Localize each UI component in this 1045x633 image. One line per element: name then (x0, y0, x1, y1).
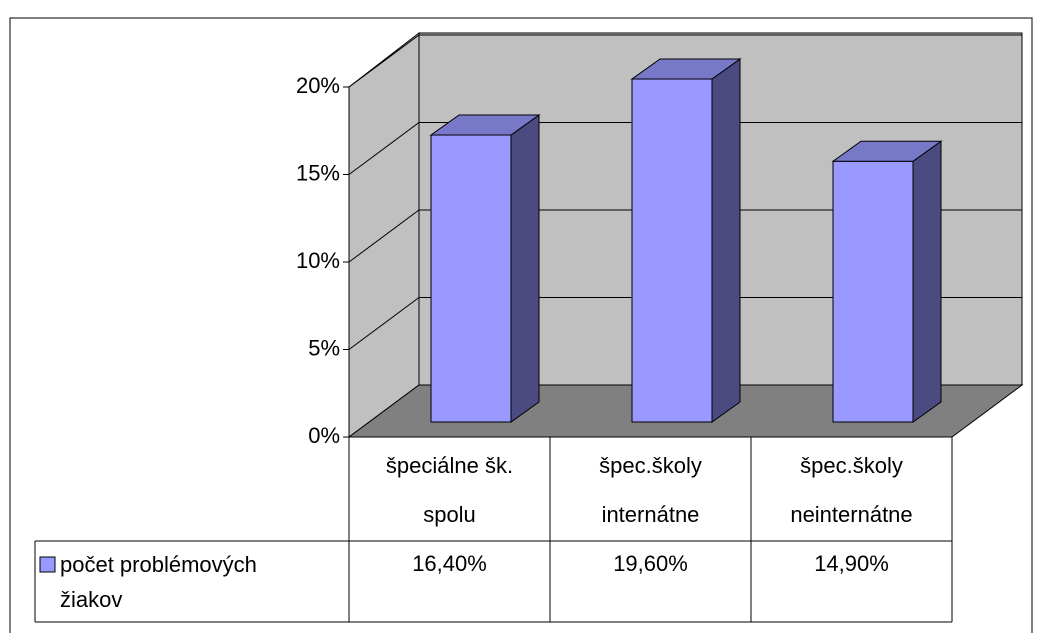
bar (631, 78, 713, 423)
value-label: 19,60% (613, 551, 688, 576)
category-label: špec.školy (800, 453, 903, 478)
side-wall (348, 31, 420, 438)
y-tick-label: 15% (296, 160, 340, 185)
bar-top (630, 58, 742, 80)
y-tick-label: 5% (308, 335, 340, 360)
chart-frame (9, 17, 1033, 633)
legend-label-box: počet problémových žiakov (60, 552, 257, 612)
category-label: internátne (602, 502, 700, 527)
y-tick-label: 20% (296, 73, 340, 98)
y-tick-label: 0% (308, 423, 340, 448)
bar-side (912, 140, 942, 423)
category-label: neinternátne (790, 502, 912, 527)
category-label: špeciálne šk. (386, 453, 513, 478)
bar-top (831, 140, 943, 162)
grid-line (348, 34, 1022, 88)
legend-label: počet problémových žiakov (60, 552, 257, 612)
grid-line (348, 122, 1022, 175)
bar-side (711, 58, 741, 423)
grid-line (348, 297, 1022, 350)
y-tick-label: 10% (296, 248, 340, 273)
value-label: 14,90% (814, 551, 889, 576)
category-label: spolu (423, 502, 476, 527)
category-label: špec.školy (599, 453, 702, 478)
legend-swatch (39, 556, 56, 573)
bar-top (429, 114, 541, 136)
bar (430, 134, 512, 423)
bar (832, 160, 914, 423)
value-label: 16,40% (412, 551, 487, 576)
bar-side (510, 114, 540, 423)
grid-line (348, 209, 1022, 263)
